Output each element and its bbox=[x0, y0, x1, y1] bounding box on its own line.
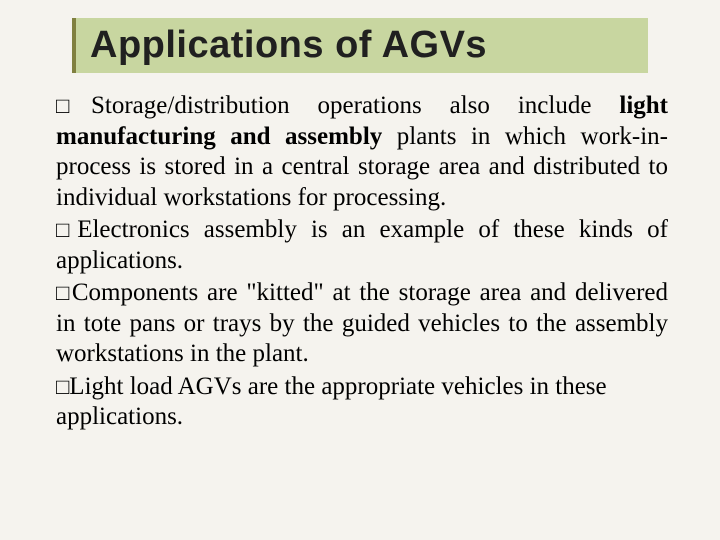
title-bar: Applications of AGVs bbox=[72, 18, 648, 73]
bullet-text-run: Electronics assembly is an example of th… bbox=[56, 216, 668, 274]
bullet-item: □Components are "kitted" at the storage … bbox=[56, 278, 668, 370]
bullet-marker-icon: □ bbox=[56, 217, 77, 242]
bullet-item: □Storage/distribution operations also in… bbox=[56, 91, 668, 213]
bullet-marker-icon: □ bbox=[56, 280, 72, 305]
bullet-marker-icon: □ bbox=[56, 93, 91, 118]
bullet-text-run: Components are "kitted" at the storage a… bbox=[56, 279, 668, 367]
bullet-text-run: Light load AGVs are the appropriate vehi… bbox=[56, 373, 607, 431]
slide-container: Applications of AGVs □Storage/distributi… bbox=[0, 0, 720, 540]
bullet-item: □Light load AGVs are the appropriate veh… bbox=[56, 372, 668, 433]
slide-title: Applications of AGVs bbox=[90, 24, 487, 66]
bullet-item: □Electronics assembly is an example of t… bbox=[56, 215, 668, 276]
slide-body: □Storage/distribution operations also in… bbox=[42, 91, 678, 433]
bullet-marker-icon: □ bbox=[56, 374, 69, 399]
bullet-text-run: Storage/distribution operations also inc… bbox=[91, 92, 619, 119]
